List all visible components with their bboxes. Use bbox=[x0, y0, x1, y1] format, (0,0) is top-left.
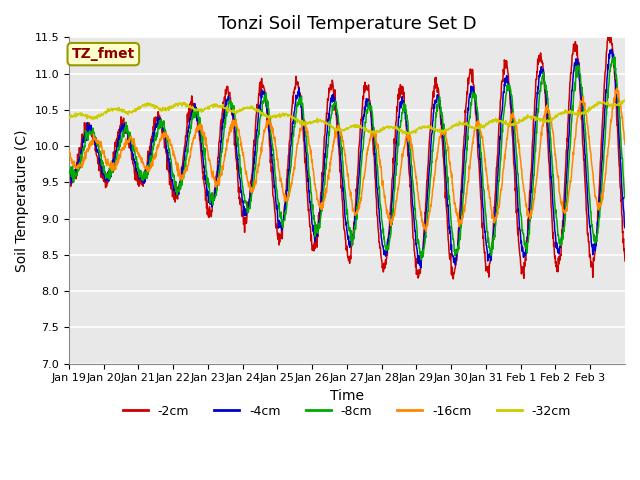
Title: Tonzi Soil Temperature Set D: Tonzi Soil Temperature Set D bbox=[218, 15, 476, 33]
Legend: -2cm, -4cm, -8cm, -16cm, -32cm: -2cm, -4cm, -8cm, -16cm, -32cm bbox=[118, 400, 576, 423]
X-axis label: Time: Time bbox=[330, 389, 364, 403]
Y-axis label: Soil Temperature (C): Soil Temperature (C) bbox=[15, 129, 29, 272]
Text: TZ_fmet: TZ_fmet bbox=[72, 47, 135, 61]
